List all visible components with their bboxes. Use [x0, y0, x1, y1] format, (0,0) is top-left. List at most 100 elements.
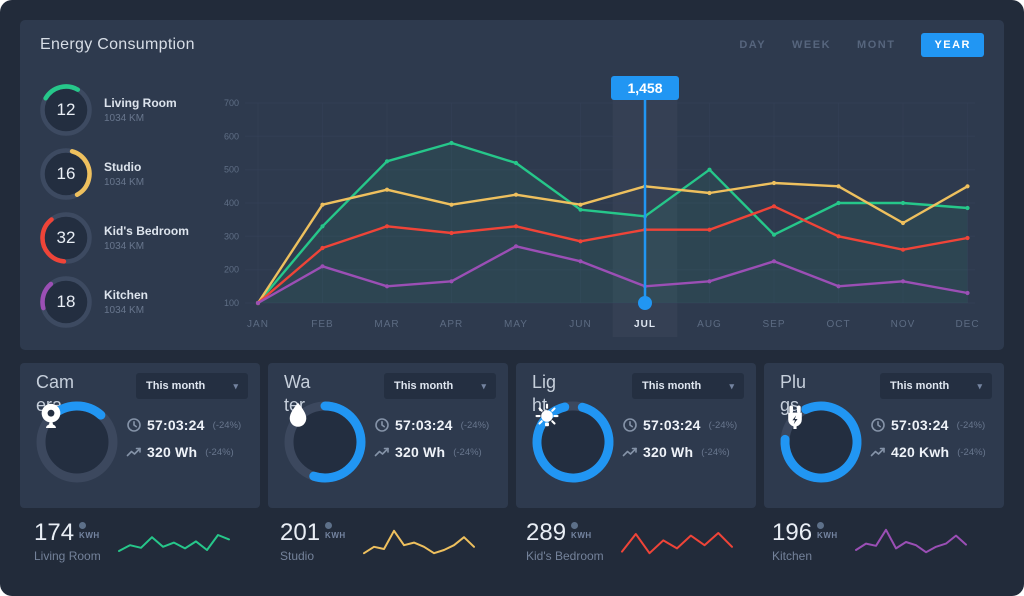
month-label-oct[interactable]: OCT: [826, 319, 850, 330]
tab-day[interactable]: DAY: [739, 33, 766, 57]
gauge-value: 12: [56, 100, 76, 119]
card-light: Lig ht This month ▾ 57:03:24 (-24%) 320 …: [516, 363, 756, 508]
page-title: Energy Consumption: [40, 36, 195, 53]
light-bulb-icon: [530, 399, 616, 485]
clock-icon: [870, 417, 886, 433]
card-camera: Cam era This month ▾ 57:03:24 (-24%) 320: [20, 363, 260, 508]
month-label-jun[interactable]: JUN: [569, 319, 591, 330]
month-label-nov[interactable]: NOV: [891, 319, 916, 330]
time-delta: (-24%): [708, 419, 738, 431]
living-room-sparkline: [117, 534, 230, 552]
light-progress-ring: [530, 399, 616, 485]
room-label: Living Room: [34, 549, 101, 563]
card-title: Plu gs: [780, 372, 807, 416]
kids-bedroom-gauge-ring: 32: [40, 212, 92, 264]
month-label-aug[interactable]: AUG: [697, 319, 722, 330]
kitchen-sparkline: [854, 528, 967, 554]
month-label-feb[interactable]: FEB: [311, 319, 333, 330]
gauge-living-room[interactable]: 12 Living Room 1034 KM: [40, 84, 220, 136]
kwh-unit: KWH: [79, 531, 100, 540]
month-label-jul[interactable]: JUL: [634, 319, 656, 330]
chevron-down-icon: ▾: [977, 380, 982, 391]
trend-icon: [126, 444, 142, 460]
period-dropdown-value: This month: [642, 380, 702, 392]
month-label-sep[interactable]: SEP: [762, 319, 785, 330]
gauge-value: 16: [56, 164, 76, 183]
y-axis-tick: 400: [224, 198, 239, 208]
device-cards: Cam era This month ▾ 57:03:24 (-24%) 320: [20, 363, 1004, 508]
kwh-value: 289: [526, 519, 567, 546]
energy-stat: 320 Wh (-24%): [126, 444, 254, 460]
y-axis-tick: 500: [224, 165, 239, 175]
kids-bedroom-sparkline: [620, 532, 733, 555]
energy-delta: (-24%): [453, 446, 482, 458]
room-label: Kitchen: [772, 549, 813, 563]
time-delta: (-24%): [460, 419, 490, 431]
plugs-progress-ring: [778, 399, 864, 485]
kwh-unit: KWH: [817, 531, 838, 540]
month-label-may[interactable]: MAY: [504, 319, 528, 330]
period-dropdown[interactable]: This month ▾: [136, 373, 248, 399]
period-dropdown[interactable]: This month ▾: [880, 373, 992, 399]
period-dropdown[interactable]: This month ▾: [632, 373, 744, 399]
footer-living-room[interactable]: 174 KWH Living Room: [20, 520, 266, 564]
clock-icon: [374, 417, 390, 433]
panel-header: Energy Consumption DAY WEEK MONT YEAR: [20, 20, 1004, 57]
energy-consumption-panel: Energy Consumption DAY WEEK MONT YEAR 12 Li…: [20, 20, 1004, 350]
range-tabs: DAY WEEK MONT YEAR: [739, 33, 984, 57]
camera-progress-ring: [34, 399, 120, 485]
room-label: Kid's Bedroom: [526, 549, 604, 563]
month-label-jan[interactable]: JAN: [247, 319, 269, 330]
room-label: Studio: [280, 549, 315, 563]
series-line-living-room: [257, 141, 968, 304]
clock-icon: [126, 417, 142, 433]
card-plugs: Plu gs This month ▾ 57:03:24 (-24%) 420 …: [764, 363, 1004, 508]
room-totals-strip: 174 KWH Living Room 201 KWH Studio 289: [20, 520, 1004, 564]
gauge-sub: 1034 KM: [104, 113, 145, 124]
water-drop-icon: [282, 399, 368, 485]
gauge-kitchen[interactable]: 18 Kitchen 1034 KM: [40, 276, 220, 328]
unit-dot: [325, 522, 333, 529]
time-stat: 57:03:24 (-24%): [126, 417, 254, 433]
trend-icon: [870, 444, 886, 460]
footer-kids-bedroom[interactable]: 289 KWH Kid's Bedroom: [512, 520, 758, 564]
time-delta: (-24%): [212, 419, 242, 431]
chart-tooltip: 1,458: [611, 76, 679, 100]
tab-week[interactable]: WEEK: [792, 33, 831, 57]
time-delta: (-24%): [956, 419, 986, 431]
gauge-sub: 1034 KM: [104, 241, 145, 252]
tab-year[interactable]: YEAR: [921, 33, 984, 57]
clock-icon: [622, 417, 638, 433]
unit-dot: [571, 522, 579, 529]
energy-line-chart[interactable]: 100 200 300 400 500 600 700 1,458 JAN FEB MAR APR MA…: [185, 60, 985, 350]
trend-icon: [622, 444, 638, 460]
energy-delta: (-24%): [701, 446, 730, 458]
gauge-sub: 1034 KM: [104, 177, 145, 188]
time-value: 57:03:24: [395, 417, 453, 433]
card-water: Wa ter This month ▾ 57:03:24 (-24%) 320 …: [268, 363, 508, 508]
gauge-label: Kid's Bedroom: [104, 224, 189, 238]
tab-mont[interactable]: MONT: [857, 33, 895, 57]
y-axis-tick: 700: [224, 98, 239, 108]
unit-dot: [79, 522, 87, 529]
kwh-unit: KWH: [571, 531, 592, 540]
month-label-apr[interactable]: APR: [440, 319, 464, 330]
energy-value: 420 Kwh: [891, 444, 950, 460]
period-dropdown-value: This month: [394, 380, 454, 392]
month-label-mar[interactable]: MAR: [374, 319, 399, 330]
footer-studio[interactable]: 201 KWH Studio: [266, 520, 512, 564]
y-axis-tick: 300: [224, 231, 239, 241]
gauge-studio[interactable]: 16 Studio 1034 KM: [40, 148, 220, 200]
chevron-down-icon: ▾: [729, 380, 734, 391]
footer-kitchen[interactable]: 196 KWH Kitchen: [758, 520, 1004, 564]
time-stat: 57:03:24 (-24%): [622, 417, 750, 433]
series-line-kid-s-bedroom: [257, 205, 968, 304]
period-dropdown[interactable]: This month ▾: [384, 373, 496, 399]
month-label-dec[interactable]: DEC: [955, 319, 979, 330]
y-axis-tick: 600: [224, 131, 239, 141]
gauge-kids-bedroom[interactable]: 32 Kid's Bedroom 1034 KM: [40, 212, 220, 264]
gauge-label: Studio: [104, 160, 142, 174]
time-stat: 57:03:24 (-24%): [870, 417, 998, 433]
kwh-unit: KWH: [325, 531, 346, 540]
